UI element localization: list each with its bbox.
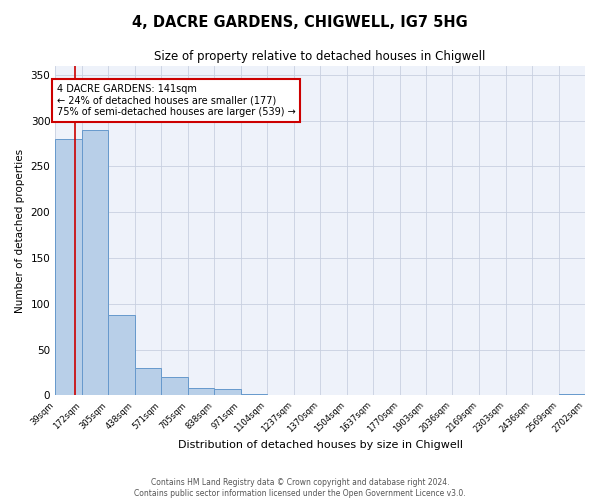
Bar — [82, 130, 108, 396]
Bar — [267, 394, 293, 396]
Bar — [188, 388, 214, 396]
Bar — [134, 368, 161, 396]
Bar — [241, 394, 267, 396]
Text: Contains HM Land Registry data © Crown copyright and database right 2024.
Contai: Contains HM Land Registry data © Crown c… — [134, 478, 466, 498]
Bar — [161, 377, 188, 396]
Title: Size of property relative to detached houses in Chigwell: Size of property relative to detached ho… — [154, 50, 486, 63]
X-axis label: Distribution of detached houses by size in Chigwell: Distribution of detached houses by size … — [178, 440, 463, 450]
Bar — [55, 139, 82, 396]
Bar — [559, 394, 585, 396]
Text: 4 DACRE GARDENS: 141sqm
← 24% of detached houses are smaller (177)
75% of semi-d: 4 DACRE GARDENS: 141sqm ← 24% of detache… — [57, 84, 296, 117]
Bar — [108, 315, 134, 396]
Bar — [214, 389, 241, 396]
Y-axis label: Number of detached properties: Number of detached properties — [15, 148, 25, 312]
Text: 4, DACRE GARDENS, CHIGWELL, IG7 5HG: 4, DACRE GARDENS, CHIGWELL, IG7 5HG — [132, 15, 468, 30]
